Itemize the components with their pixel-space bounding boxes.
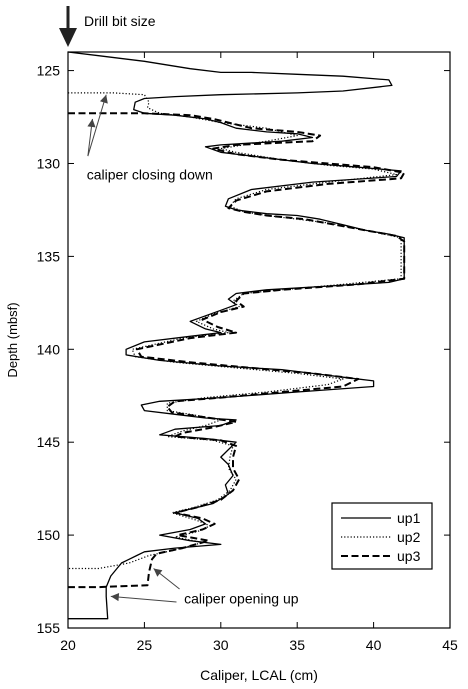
closing-arrow-head (87, 118, 96, 128)
x-axis-label: Caliper, LCAL (cm) (200, 667, 318, 683)
x-tick-label: 25 (137, 637, 153, 653)
y-tick-label: 135 (37, 248, 61, 264)
opening-label: caliper opening up (184, 590, 299, 606)
opening-arrow-line (110, 595, 177, 603)
legend-label-up2: up2 (397, 529, 421, 545)
x-tick-label: 45 (442, 637, 458, 653)
x-tick-label: 20 (60, 637, 76, 653)
closing-arrow-line (87, 94, 107, 157)
y-tick-label: 140 (37, 341, 61, 357)
tick-group: 20 25 30 35 40 45 125 130 135 140 145 150 155 (37, 52, 458, 653)
opening-arrow-head (110, 593, 120, 602)
x-tick-label: 30 (213, 637, 229, 653)
closing-arrow-head (99, 94, 108, 104)
x-tick-label: 40 (366, 637, 382, 653)
y-tick-label: 145 (37, 434, 61, 450)
series-line-up2 (68, 92, 402, 570)
y-tick-label: 155 (37, 620, 61, 636)
legend-box (331, 502, 433, 570)
legend: up1 up2 up3 (331, 502, 433, 570)
legend-label-up1: up1 (397, 510, 421, 526)
y-tick-label: 130 (37, 155, 61, 171)
legend-label-up3: up3 (397, 548, 421, 564)
drill-bit-arrow-head (59, 28, 77, 47)
y-tick-label: 150 (37, 527, 61, 543)
annotation-group: Drill bit size caliper closing down calipe… (59, 6, 299, 606)
series-group (67, 51, 406, 620)
drill-bit-label: Drill bit size (84, 13, 156, 29)
y-axis-label: Depth (mbsf) (5, 302, 20, 377)
y-tick-label: 125 (37, 63, 61, 79)
opening-arrow-head (153, 568, 163, 577)
x-tick-label: 35 (289, 637, 305, 653)
closing-label: caliper closing down (87, 167, 213, 183)
series-line-up3 (68, 112, 406, 589)
